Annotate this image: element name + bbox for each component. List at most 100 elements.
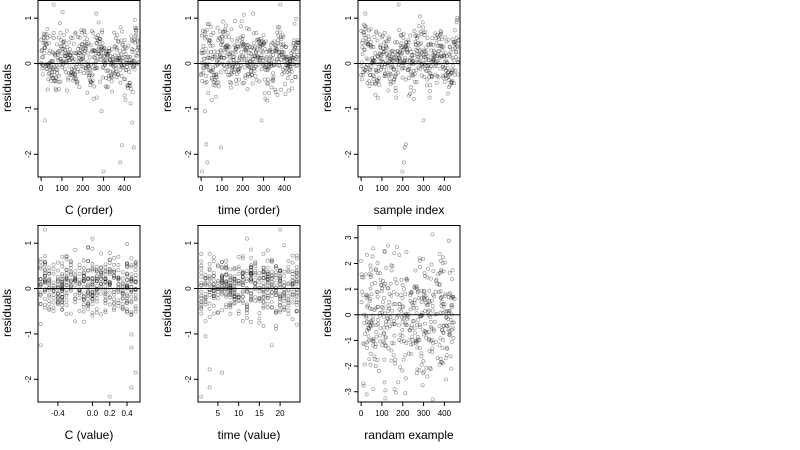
data-point — [369, 337, 374, 342]
data-point — [102, 45, 106, 50]
data-point — [265, 275, 270, 280]
data-point — [47, 34, 52, 39]
data-point — [287, 62, 292, 67]
data-point — [403, 43, 408, 48]
data-point — [47, 271, 52, 276]
data-point — [436, 49, 441, 54]
data-point — [132, 37, 137, 42]
data-point — [417, 322, 422, 327]
data-point — [365, 42, 370, 46]
data-point — [414, 32, 419, 37]
data-point — [128, 65, 133, 70]
data-point — [85, 71, 90, 76]
data-point — [295, 41, 300, 45]
data-point — [452, 81, 456, 86]
data-point — [101, 47, 106, 52]
data-point — [64, 254, 69, 259]
data-point — [383, 281, 388, 286]
data-point — [417, 42, 422, 47]
data-point — [249, 276, 254, 281]
data-point — [385, 39, 390, 44]
data-point — [53, 79, 58, 84]
data-point — [284, 56, 289, 61]
data-point — [446, 327, 451, 332]
data-point — [199, 263, 204, 268]
data-point — [112, 275, 117, 280]
data-point — [220, 19, 225, 24]
data-point — [199, 270, 204, 275]
data-point — [232, 278, 237, 283]
data-point — [435, 43, 440, 48]
data-point — [451, 58, 456, 63]
data-point — [427, 349, 432, 353]
data-point — [291, 43, 296, 48]
data-point — [257, 285, 262, 290]
data-point — [129, 272, 134, 277]
data-point — [68, 53, 73, 58]
data-point — [211, 291, 216, 296]
data-point — [254, 30, 259, 35]
data-point — [282, 55, 287, 60]
data-point — [243, 75, 248, 80]
data-point — [440, 64, 445, 69]
data-point — [276, 34, 281, 39]
data-point — [387, 292, 392, 296]
data-point — [102, 54, 107, 59]
data-point — [385, 56, 390, 61]
data-point — [406, 311, 411, 316]
data-point — [409, 49, 414, 54]
data-point — [391, 302, 396, 307]
data-point — [417, 346, 422, 350]
data-point — [278, 268, 283, 273]
data-point — [261, 300, 266, 305]
data-point — [104, 69, 109, 74]
data-point — [232, 295, 237, 300]
y-tick-label: 0 — [184, 286, 193, 291]
data-point — [438, 43, 443, 48]
data-point — [210, 54, 215, 59]
data-point — [257, 316, 262, 321]
data-point — [286, 88, 291, 93]
data-point — [244, 289, 249, 293]
data-point — [278, 275, 283, 280]
data-point — [265, 280, 270, 285]
data-point — [103, 284, 108, 289]
data-point — [249, 268, 254, 273]
data-point — [228, 267, 233, 272]
data-point — [370, 81, 375, 86]
data-point — [368, 297, 373, 301]
data-point — [404, 44, 409, 49]
data-point — [86, 290, 91, 295]
data-point — [126, 54, 131, 59]
data-point — [90, 280, 95, 285]
data-point — [69, 72, 74, 77]
data-point — [253, 261, 258, 266]
data-point — [398, 293, 403, 298]
data-point — [263, 56, 268, 61]
data-point — [220, 280, 224, 285]
data-point — [427, 70, 432, 75]
data-point — [133, 309, 138, 314]
data-point — [38, 282, 43, 287]
data-point — [432, 64, 437, 69]
data-point — [422, 33, 427, 38]
data-point — [240, 81, 245, 86]
data-point — [247, 65, 252, 70]
data-point — [365, 328, 369, 333]
data-point — [66, 56, 71, 60]
data-point — [129, 312, 134, 317]
data-point — [282, 273, 287, 278]
data-point — [374, 30, 379, 35]
data-point — [372, 55, 377, 60]
data-point — [228, 291, 233, 295]
data-point — [253, 64, 258, 69]
data-point — [278, 30, 283, 35]
data-point — [199, 295, 204, 300]
data-point — [452, 296, 457, 301]
data-point — [73, 296, 78, 301]
data-point — [213, 64, 218, 69]
data-point — [240, 54, 245, 59]
data-point — [98, 44, 103, 49]
data-point — [398, 365, 403, 370]
data-point — [249, 276, 254, 281]
